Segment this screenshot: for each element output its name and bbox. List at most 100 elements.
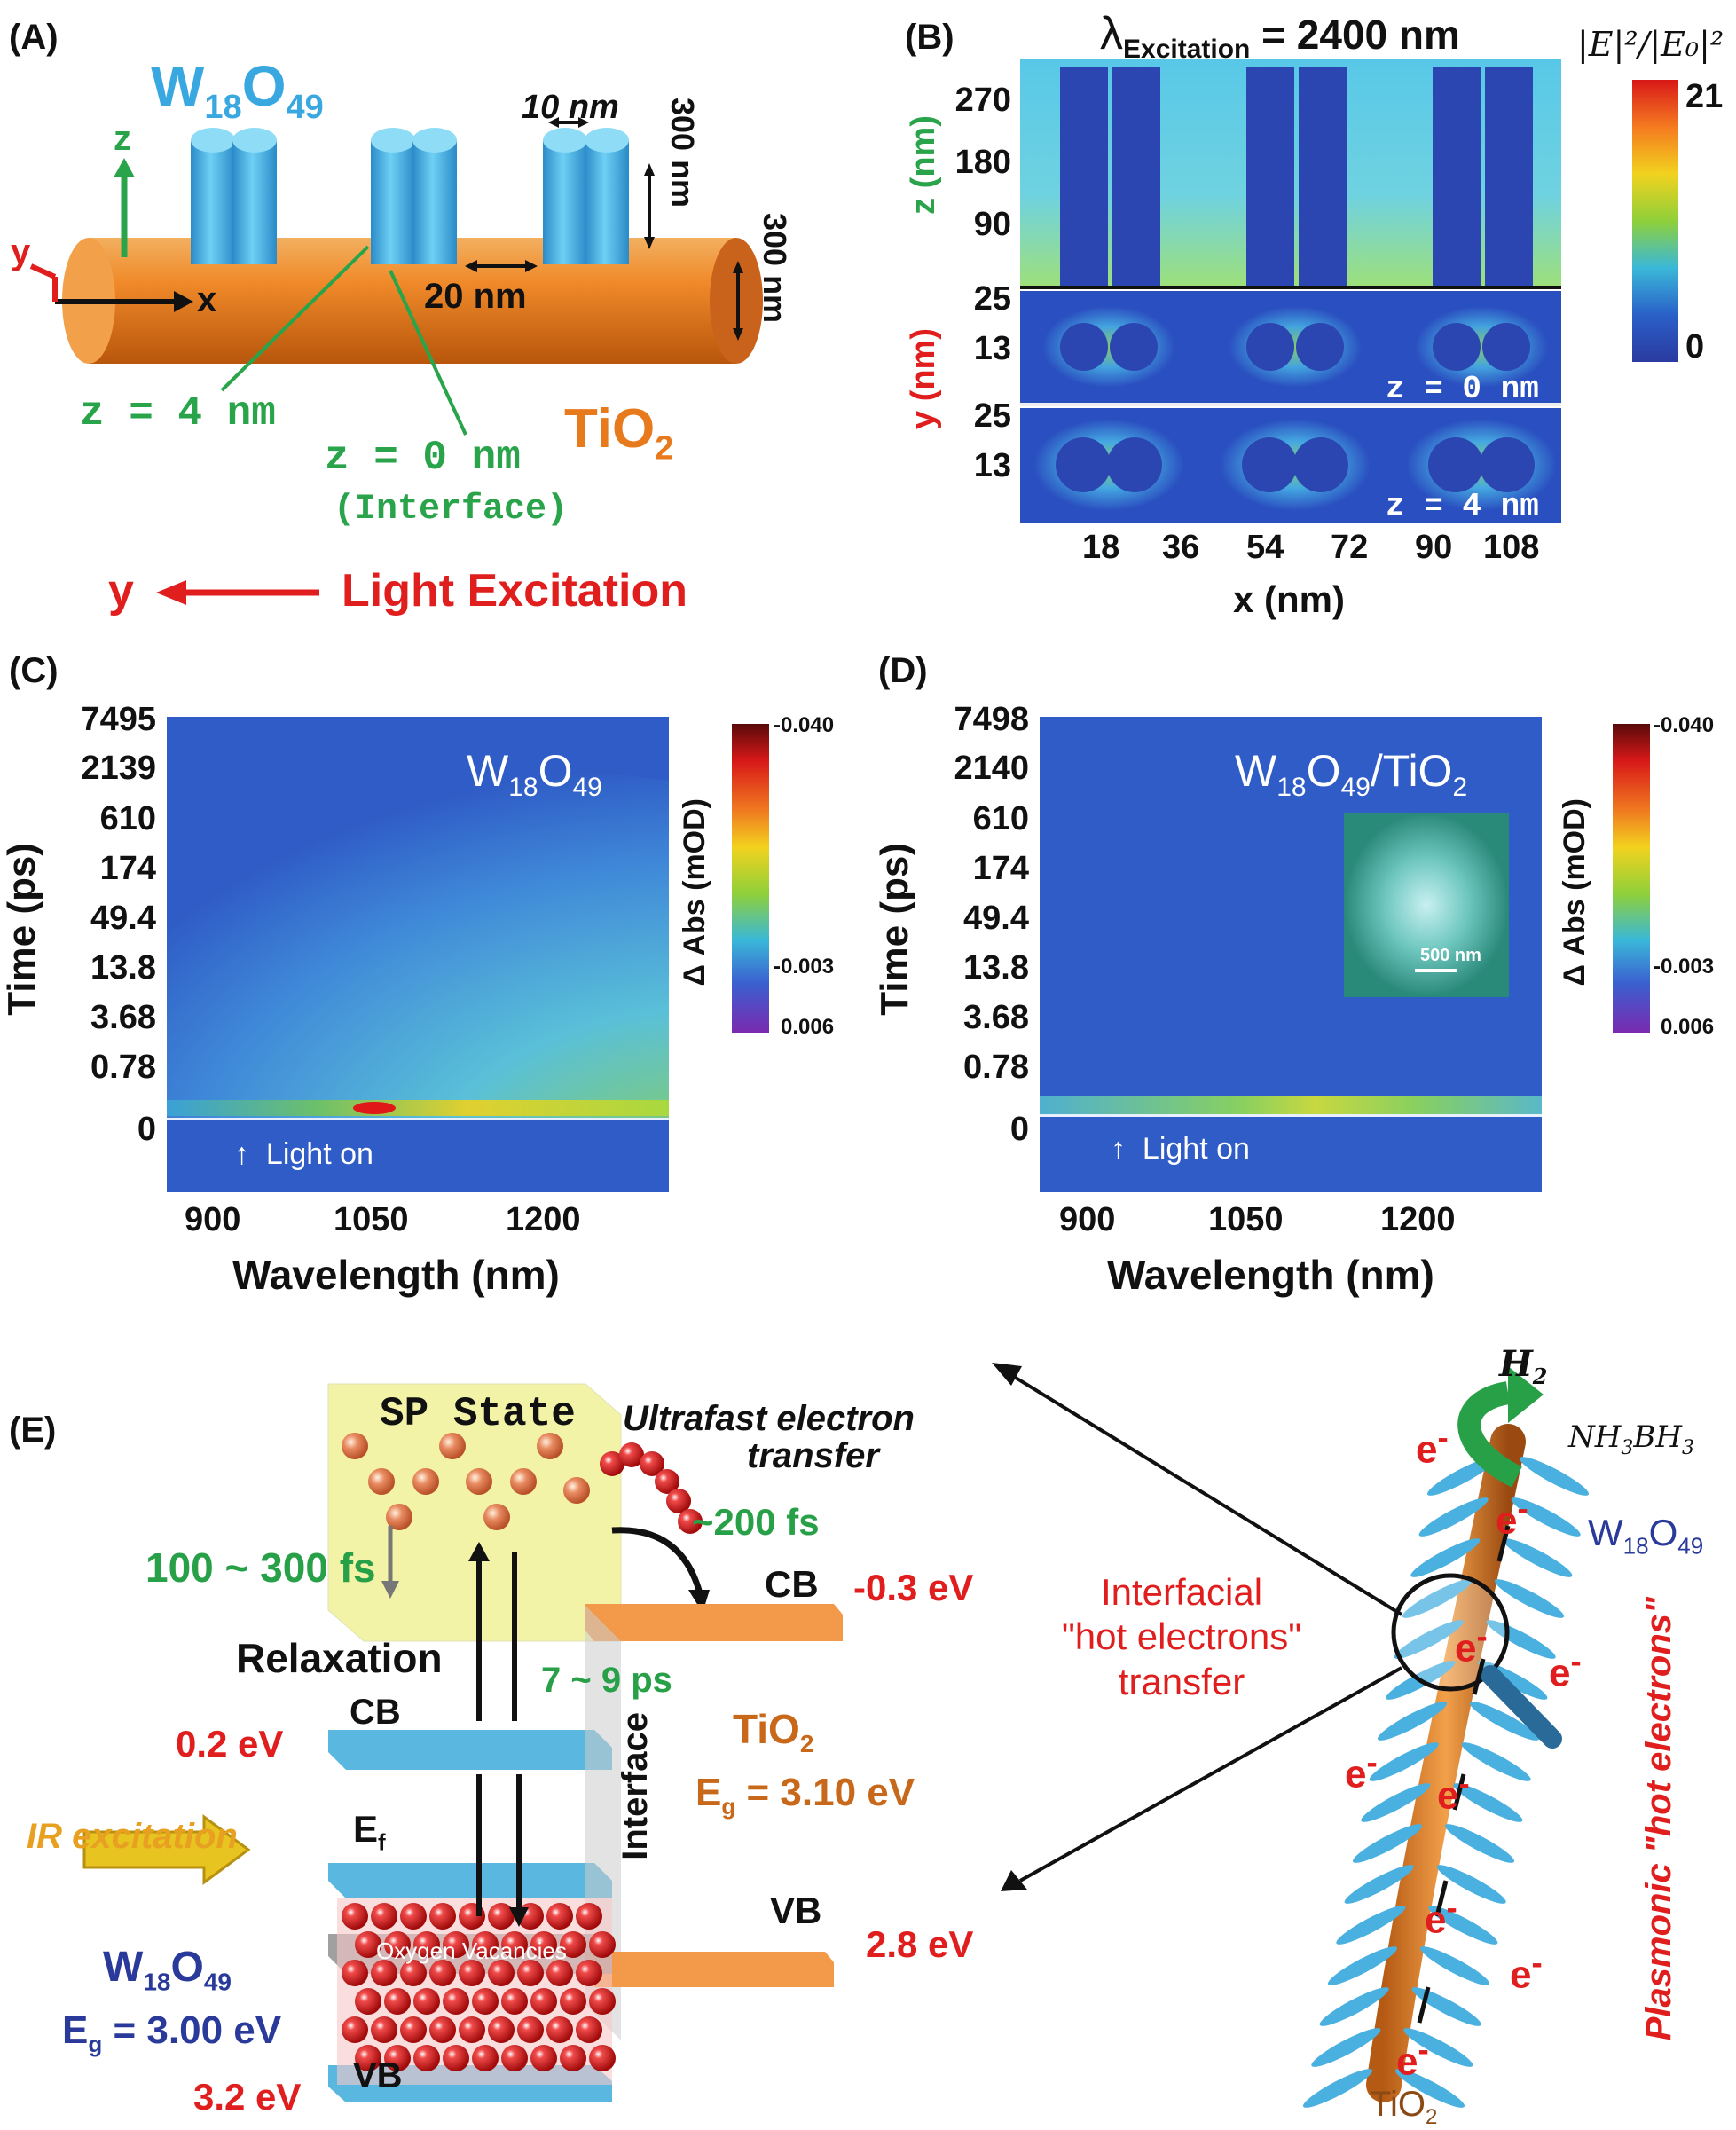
y-tick-d: 49.4 — [963, 900, 1029, 937]
t7-label: 7 ~ 9 ps — [541, 1661, 672, 1700]
y-tick-c: 2139 — [81, 750, 156, 787]
cb-w-label: CB — [350, 1693, 401, 1732]
cb-tick-d: -0.003 — [1654, 955, 1715, 979]
xz-wires — [1060, 67, 1533, 287]
w-spike — [1361, 1783, 1431, 1822]
x-tick-d: 900 — [1059, 1201, 1116, 1238]
y-tick-c: 49.4 — [90, 900, 156, 937]
interface-label-e: Interface — [616, 1712, 655, 1860]
panel-a-label: (A) — [9, 18, 59, 57]
panel-d-label: (D) — [878, 651, 928, 690]
light-on-d: ↑ Light on — [1111, 1132, 1250, 1166]
w-spike — [1426, 1457, 1497, 1496]
w-spike — [1419, 1946, 1490, 1985]
lattice-balls — [342, 1903, 616, 2071]
electron-label: e- — [1510, 1945, 1543, 1997]
colorbar-b — [1632, 80, 1678, 362]
colorbar-b-min: 0 — [1685, 328, 1705, 365]
tio2-bottom-label: TiO2 — [1370, 2085, 1438, 2129]
cb-tick-d: 0.006 — [1661, 1015, 1715, 1039]
x-tick: 90 — [1415, 529, 1453, 566]
y-tick-d: 13.8 — [963, 949, 1029, 986]
lattice-ball — [384, 2045, 411, 2071]
t100-label: 100 ~ 300 fs — [145, 1544, 376, 1591]
panel-c-plot — [167, 717, 669, 1192]
ir-label: IR excitation — [27, 1817, 238, 1856]
colorbar-c — [732, 724, 769, 1033]
ir-arrow — [82, 1814, 251, 1885]
w-spike — [1428, 1906, 1498, 1945]
lattice-ball — [413, 2045, 440, 2071]
x-tick-c: 1200 — [506, 1201, 581, 1238]
slice1-label: z = 0 nm — [1386, 371, 1539, 407]
nanowire-pair-3 — [543, 128, 629, 264]
cb-tio2-label: CB — [765, 1563, 819, 1605]
tio2-vb-bar — [585, 1952, 834, 1987]
w-spike — [1352, 1824, 1423, 1863]
dim-height-label: 300 nm — [664, 98, 701, 208]
lattice-ball — [355, 2045, 381, 2071]
electron-label: e- — [1425, 1890, 1457, 1942]
w-spike — [1402, 1579, 1473, 1618]
cb-tick-c: 0.006 — [781, 1015, 835, 1039]
y-tick-c: 0.78 — [90, 1049, 156, 1086]
w-spike — [1494, 1579, 1565, 1618]
w-spike — [1302, 2069, 1373, 2108]
cb-w-energy: 0.2 eV — [176, 1723, 284, 1765]
y-label-d: Time (ps) — [873, 843, 916, 1016]
cb-tick-d: -0.040 — [1654, 713, 1715, 737]
w-spike — [1311, 2028, 1381, 2067]
z-axis-label: z (nm) — [905, 115, 942, 215]
lattice-ball — [355, 1988, 381, 2015]
y-tick-d: 0.78 — [963, 1049, 1029, 1086]
w-spike — [1377, 1702, 1448, 1741]
w-spike — [1453, 1783, 1523, 1822]
pointer-up — [1009, 1373, 1403, 1616]
tio2-label-a: TiO2 — [564, 398, 674, 468]
vb-tio2-energy: 2.8 eV — [866, 1923, 974, 1965]
w-spike — [1336, 1906, 1406, 1945]
tio2-cb-bar — [585, 1604, 843, 1641]
lattice-ball — [530, 1988, 557, 2015]
lattice-ball — [560, 1988, 586, 2015]
electron-label: e- — [1437, 1765, 1470, 1818]
panel-b-title: λExcitation = 2400 nm — [1100, 8, 1460, 65]
sp-electrons — [342, 1433, 590, 1530]
w-spike — [1418, 1497, 1489, 1537]
panel-a-schematic — [29, 117, 763, 605]
lattice-ball — [459, 2016, 485, 2043]
lattice-ball — [560, 1931, 586, 1958]
y-tick-c: 13.8 — [90, 949, 156, 986]
nh3bh3-label: NH3BH3 — [1568, 1419, 1695, 1459]
lattice-ball — [429, 1960, 456, 1986]
panel-e-diagram — [82, 1363, 1590, 2108]
z-tick: 90 — [973, 206, 1011, 243]
panel-b-label: (B) — [905, 18, 954, 57]
light-y-label: y — [108, 565, 134, 617]
z-tick: 180 — [954, 144, 1011, 181]
tio2-eg-label: Eg = 3.10 eV — [695, 1771, 915, 1820]
z4-label: z = 4 nm — [80, 390, 276, 436]
lattice-ball — [546, 1960, 573, 1986]
oxygen-label: Oxygen Vacancies — [376, 1937, 567, 1964]
axes-glyph — [29, 158, 193, 312]
dim-width-label: 10 nm — [522, 89, 619, 126]
x-tick-d: 1200 — [1380, 1201, 1456, 1238]
lattice-ball — [342, 2016, 368, 2043]
vb-tio2-label: VB — [770, 1890, 822, 1931]
y-tick: 13 — [973, 447, 1011, 484]
lattice-ball — [488, 1960, 515, 1986]
colorbar-b-title: |E|²/|E₀|² — [1577, 25, 1724, 64]
y-tick-c: 0 — [137, 1111, 156, 1148]
lattice-ball — [413, 1988, 440, 2015]
lattice-ball — [384, 1988, 411, 2015]
lattice-ball — [371, 2016, 397, 2043]
w-spike — [1394, 2069, 1465, 2108]
y-axis-label: y (nm) — [905, 328, 942, 429]
lattice-ball — [576, 1960, 602, 1986]
w-spike — [1327, 1946, 1398, 1985]
axis-z-label: z — [114, 119, 131, 158]
dim-gap-label: 20 nm — [424, 277, 527, 316]
w-spike — [1436, 1865, 1506, 1904]
panel-e-label: (E) — [9, 1411, 57, 1450]
